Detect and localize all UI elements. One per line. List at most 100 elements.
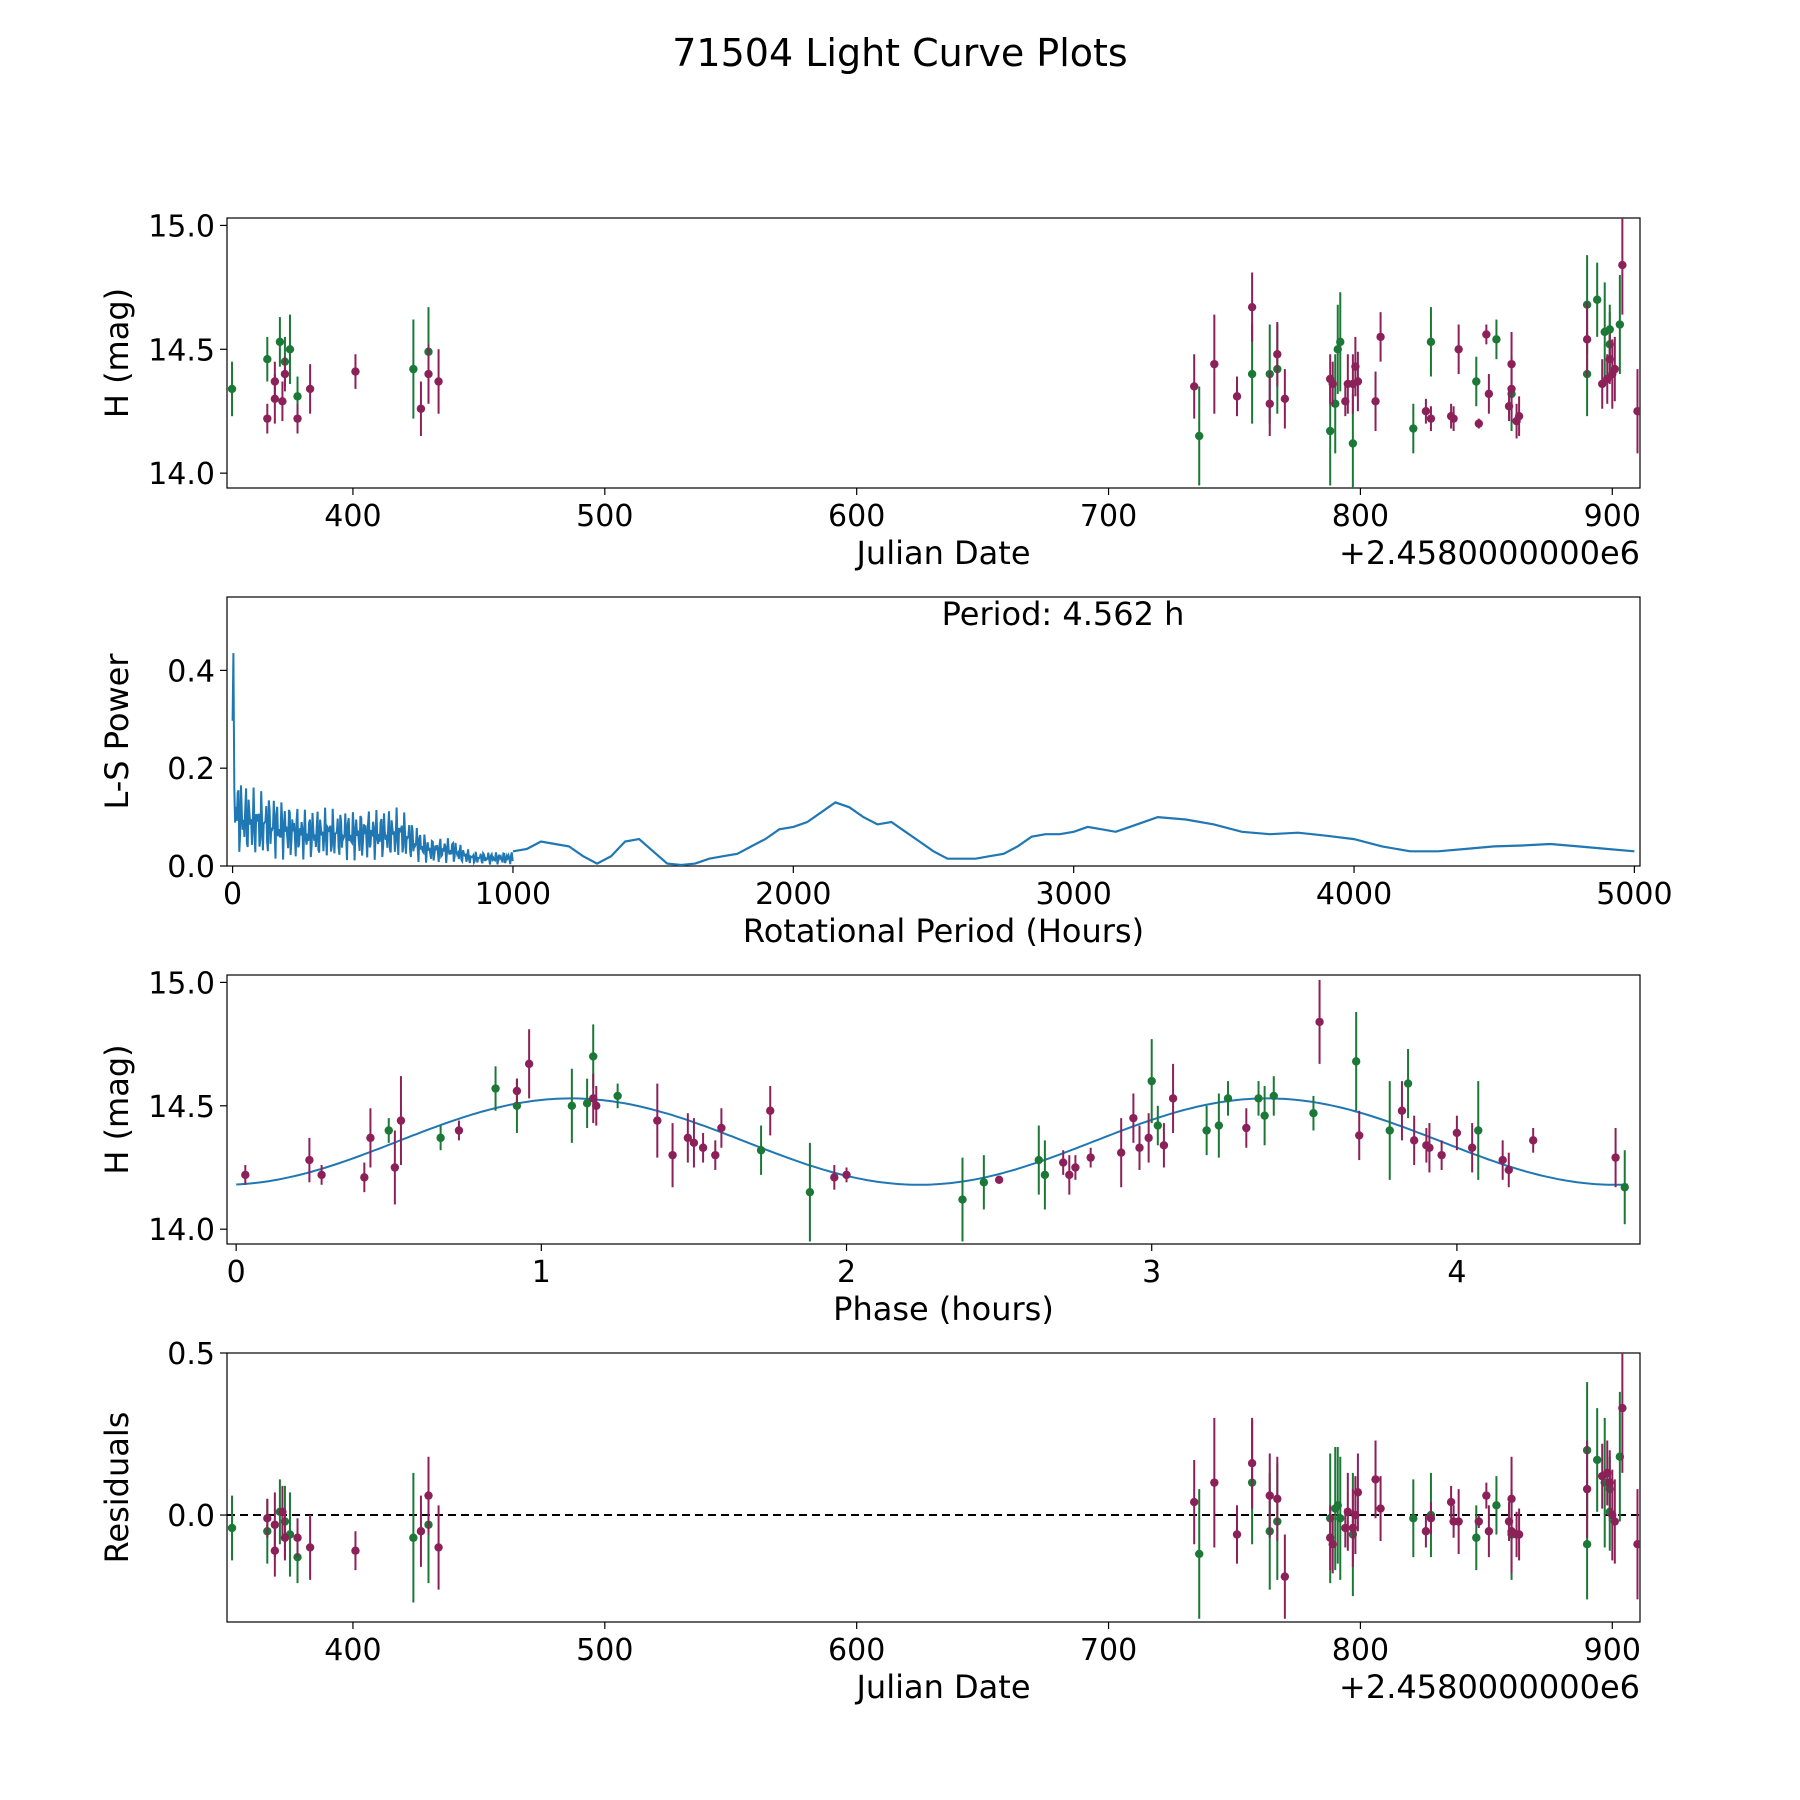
data-point [582, 1099, 592, 1108]
series-purple [263, 218, 1640, 454]
data-point [1492, 335, 1501, 344]
data-point [1214, 1121, 1224, 1130]
data-point [1385, 1126, 1394, 1135]
data-point [1159, 1141, 1169, 1150]
data-point [1472, 1533, 1481, 1542]
data-point [1210, 1478, 1219, 1487]
data-point [1247, 369, 1257, 379]
data-point [270, 394, 280, 404]
data-point [698, 1143, 708, 1152]
data-point [711, 1150, 720, 1160]
x-tick-label: 5000 [1596, 877, 1672, 912]
phase-folded-panel: 0 1 2 3 4 14.0 14.5 15.0 Phase (hours) H (mag) [98, 966, 1641, 1328]
data-point [1426, 414, 1436, 423]
data-point [1273, 1494, 1282, 1504]
data-point [1153, 1121, 1163, 1130]
x-tick-label: 2000 [755, 877, 831, 912]
x-axis-label: Rotational Period (Hours) [743, 912, 1144, 950]
x-offset-label: +2.4580000000e6 [1339, 534, 1640, 572]
y-axis-label: H (mag) [98, 288, 136, 418]
data-point [1484, 389, 1494, 399]
data-point [416, 1527, 426, 1536]
data-point [1492, 1501, 1501, 1510]
data-point [958, 1195, 967, 1204]
data-point [766, 1106, 775, 1115]
model-fit-curve [236, 1097, 1628, 1186]
data-point [1426, 1514, 1436, 1523]
data-point [1280, 1572, 1290, 1581]
data-point [1605, 325, 1614, 334]
data-point [1265, 1491, 1274, 1500]
data-point [567, 1101, 577, 1110]
data-point [1446, 1497, 1456, 1507]
data-point [1376, 332, 1385, 342]
data-point [1474, 1126, 1483, 1135]
data-point [293, 392, 302, 401]
data-point [1592, 1455, 1602, 1465]
data-point [1355, 1131, 1364, 1140]
series-purple [241, 979, 1620, 1205]
x-tick-label: 900 [1584, 1633, 1641, 1668]
data-point [1592, 295, 1602, 304]
data-point [1269, 1091, 1278, 1101]
data-point [305, 1543, 315, 1552]
x-axis-label: Phase (hours) [833, 1290, 1054, 1328]
x-tick-label: 800 [1332, 1633, 1389, 1668]
data-point [1065, 1170, 1074, 1180]
data-point [285, 345, 295, 354]
data-point [1343, 1507, 1353, 1517]
data-point [275, 337, 285, 347]
data-point [1232, 392, 1242, 401]
x-tick-label: 700 [1080, 1633, 1137, 1668]
data-point [1454, 345, 1463, 354]
data-point [1309, 1109, 1318, 1118]
axes-frame [226, 974, 1641, 1245]
data-point [589, 1052, 598, 1061]
data-point [1336, 337, 1345, 347]
y-tick-label: 14.5 [148, 1090, 215, 1125]
data-point [424, 1491, 433, 1500]
data-point [512, 1086, 522, 1096]
data-point [592, 1101, 601, 1110]
data-point [1426, 337, 1436, 347]
data-point [293, 1533, 302, 1542]
x-tick-label: 500 [576, 499, 633, 534]
data-point [1504, 1165, 1513, 1175]
x-tick-label: 500 [576, 1633, 633, 1668]
data-point [280, 1533, 290, 1542]
data-point [396, 1116, 406, 1125]
x-tick-label: 1000 [475, 877, 551, 912]
data-point [1265, 399, 1274, 408]
series-green [384, 1012, 1629, 1242]
data-point [668, 1150, 677, 1160]
data-point [434, 377, 443, 386]
y-axis-label: H (mag) [98, 1044, 136, 1174]
data-point [1454, 1517, 1463, 1526]
data-point [1514, 411, 1524, 421]
data-point [1615, 320, 1625, 329]
data-point [360, 1173, 369, 1182]
data-point [491, 1084, 500, 1093]
data-point [1247, 302, 1257, 312]
data-point [1528, 1136, 1538, 1145]
data-point [1421, 407, 1431, 416]
data-point [512, 1101, 522, 1110]
data-point [384, 1126, 393, 1135]
data-point [1449, 414, 1458, 423]
data-point [1336, 1514, 1345, 1523]
data-point [1254, 1094, 1263, 1103]
data-point [683, 1133, 693, 1143]
y-tick-label: 0.0 [167, 1499, 215, 1534]
data-point [1189, 382, 1199, 391]
y-tick-label: 14.0 [148, 457, 215, 492]
data-point [1348, 439, 1358, 448]
data-point [263, 354, 272, 364]
data-point [305, 1155, 314, 1165]
data-point [613, 1091, 622, 1101]
data-point [1403, 1079, 1413, 1088]
data-point [1116, 1148, 1126, 1157]
data-point [1242, 1123, 1251, 1133]
x-tick-label: 3 [1142, 1255, 1161, 1290]
data-point [409, 1533, 418, 1542]
data-point [1409, 1514, 1418, 1523]
